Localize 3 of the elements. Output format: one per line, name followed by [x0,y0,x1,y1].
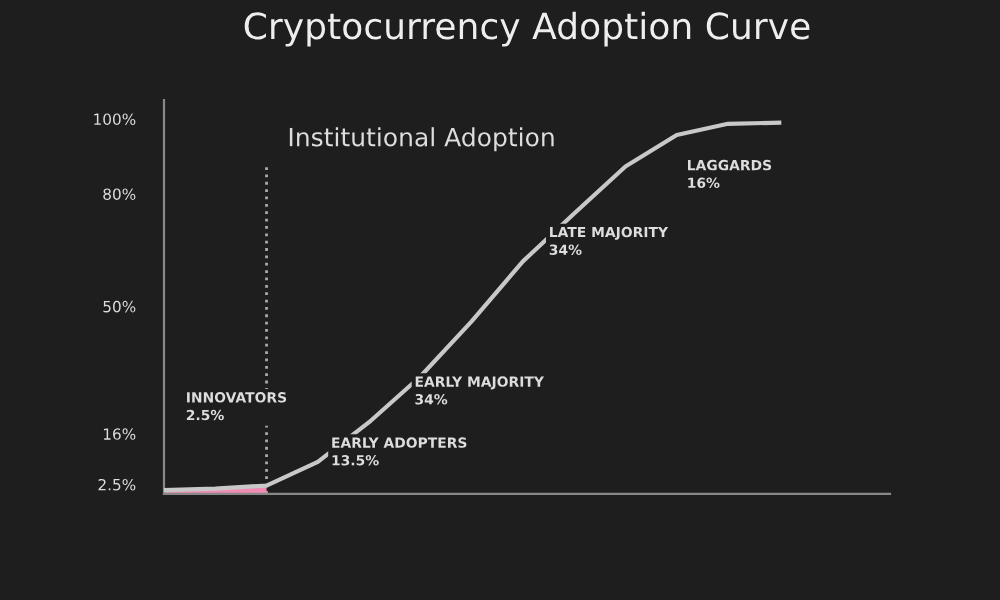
line-series [164,120,782,493]
chart-title: Cryptocurrency Adoption Curve [244,11,810,47]
annotation: Institutional Adoption [289,127,554,152]
